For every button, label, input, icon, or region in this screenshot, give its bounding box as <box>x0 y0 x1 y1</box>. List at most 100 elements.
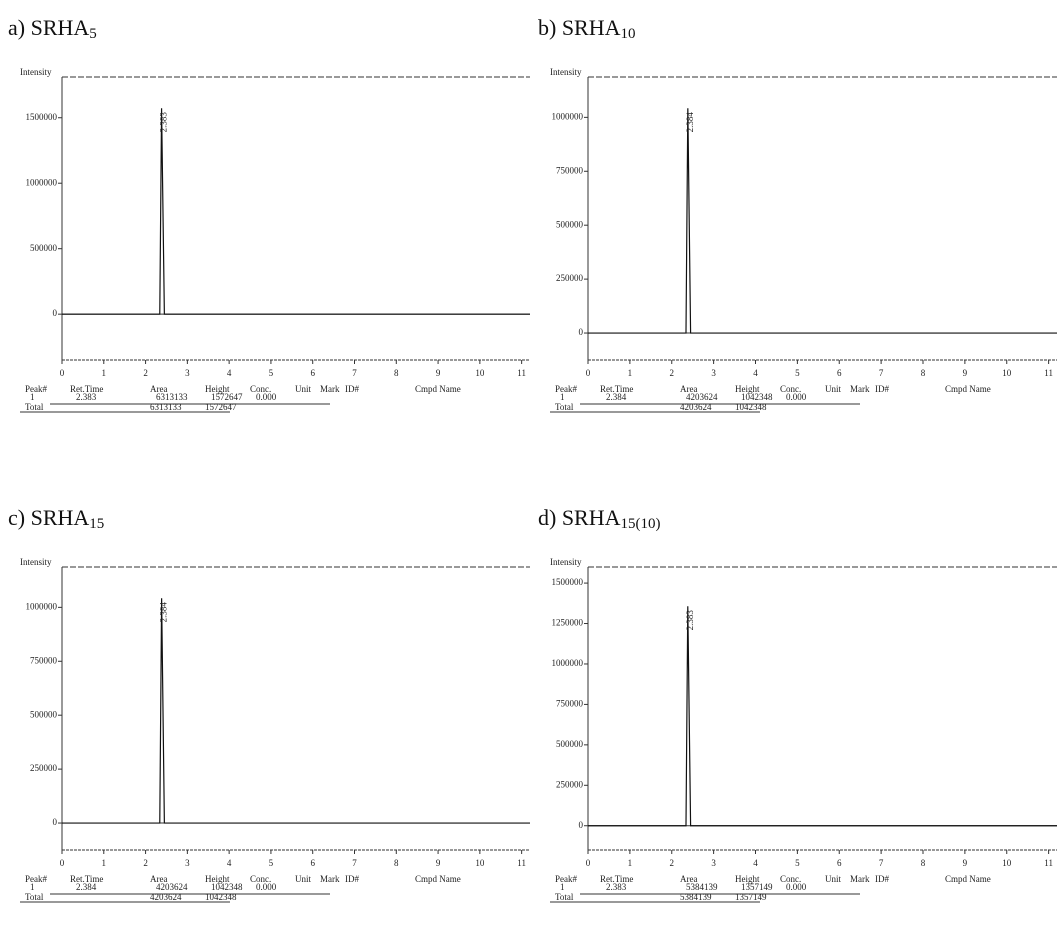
table-cell: 1042348 <box>741 392 773 402</box>
table-cell: 0.000 <box>256 392 277 402</box>
title-text: d) SRHA <box>538 505 621 530</box>
table-header: Peak# <box>555 384 577 394</box>
table-total: Total <box>555 892 574 902</box>
x-tick-label: 2 <box>670 858 675 868</box>
x-tick-label: 10 <box>475 368 485 378</box>
x-tick-label: 7 <box>879 368 884 378</box>
x-tick-label: 11 <box>1044 368 1053 378</box>
chart-title: d) SRHA15(10) <box>538 505 661 532</box>
table-total: 5384139 <box>680 892 712 902</box>
x-tick-label: 3 <box>185 858 190 868</box>
page: {"chart_data": [ {"type": "line", "title… <box>0 0 1057 932</box>
table-total: Total <box>25 402 44 412</box>
x-tick-label: 3 <box>185 368 190 378</box>
x-tick-label: 2 <box>143 858 148 868</box>
y-tick-label: 250000 <box>556 273 584 283</box>
chart-title: c) SRHA15 <box>8 505 104 532</box>
y-axis-label: Intensity <box>20 557 52 567</box>
x-tick-label: 6 <box>837 368 842 378</box>
chromatogram-trace <box>588 606 1057 826</box>
x-tick-label: 6 <box>310 858 315 868</box>
table-cell: 4203624 <box>686 392 718 402</box>
x-tick-label: 5 <box>795 858 800 868</box>
x-tick-label: 2 <box>670 368 675 378</box>
table-header: Unit <box>825 874 842 884</box>
x-tick-label: 9 <box>436 858 441 868</box>
x-tick-label: 0 <box>586 368 591 378</box>
table-cell: 4203624 <box>156 882 188 892</box>
title-subscript: 15 <box>89 516 104 532</box>
table-cell: 0.000 <box>786 392 807 402</box>
peak-label: 2.383 <box>159 112 169 133</box>
table-cell: 6313133 <box>156 392 188 402</box>
table-header: Cmpd Name <box>415 384 461 394</box>
table-header: Mark <box>320 874 340 884</box>
table-cell: 2.384 <box>606 392 627 402</box>
y-tick-label: 750000 <box>556 165 584 175</box>
x-tick-label: 9 <box>436 368 441 378</box>
y-tick-label: 1000000 <box>552 658 584 668</box>
table-cell: 1 <box>30 392 35 402</box>
table-cell: 1 <box>30 882 35 892</box>
x-tick-label: 4 <box>227 368 232 378</box>
chromatogram-trace <box>62 108 530 314</box>
table-header: Peak# <box>555 874 577 884</box>
table-cell: 1 <box>560 392 565 402</box>
x-tick-label: 9 <box>963 858 968 868</box>
title-text: a) SRHA <box>8 15 89 40</box>
x-tick-label: 8 <box>394 368 399 378</box>
x-tick-label: 5 <box>795 368 800 378</box>
x-tick-label: 6 <box>310 368 315 378</box>
table-header: ID# <box>875 874 889 884</box>
y-axis-label: Intensity <box>550 67 582 77</box>
table-header: Mark <box>850 384 870 394</box>
x-tick-label: 1 <box>628 858 633 868</box>
peak-label: 2.384 <box>685 112 695 133</box>
x-tick-label: 6 <box>837 858 842 868</box>
table-cell: 2.383 <box>76 392 97 402</box>
table-cell: 2.384 <box>76 882 97 892</box>
y-tick-label: 0 <box>579 327 584 337</box>
y-tick-label: 750000 <box>556 698 584 708</box>
x-tick-label: 2 <box>143 368 148 378</box>
y-tick-label: 500000 <box>556 219 584 229</box>
x-tick-label: 1 <box>102 368 107 378</box>
table-header: ID# <box>345 384 359 394</box>
peak-label: 2.383 <box>685 610 695 631</box>
x-tick-label: 0 <box>60 858 65 868</box>
y-tick-label: 1000000 <box>26 601 58 611</box>
x-tick-label: 10 <box>475 858 485 868</box>
y-tick-label: 1000000 <box>26 177 58 187</box>
table-header: Mark <box>320 384 340 394</box>
table-cell: 1572647 <box>211 392 243 402</box>
y-tick-label: 0 <box>53 308 58 318</box>
table-header: Peak# <box>25 384 47 394</box>
y-tick-label: 500000 <box>556 739 584 749</box>
table-total: 6313133 <box>150 402 182 412</box>
x-tick-label: 11 <box>1044 858 1053 868</box>
x-tick-label: 0 <box>60 368 65 378</box>
y-axis-label: Intensity <box>550 557 582 567</box>
table-header: ID# <box>345 874 359 884</box>
table-cell: 2.383 <box>606 882 627 892</box>
y-tick-label: 1250000 <box>552 618 584 628</box>
y-axis-label: Intensity <box>20 67 52 77</box>
x-tick-label: 1 <box>102 858 107 868</box>
x-tick-label: 5 <box>269 368 274 378</box>
table-total: 1042348 <box>205 892 237 902</box>
y-tick-label: 1500000 <box>26 112 58 122</box>
table-total: 4203624 <box>680 402 712 412</box>
table-header: Unit <box>825 384 842 394</box>
x-tick-label: 8 <box>921 858 926 868</box>
y-tick-label: 500000 <box>30 709 58 719</box>
table-header: Cmpd Name <box>945 384 991 394</box>
x-tick-label: 1 <box>628 368 633 378</box>
x-tick-label: 0 <box>586 858 591 868</box>
x-tick-label: 10 <box>1002 368 1012 378</box>
title-text: b) SRHA <box>538 15 621 40</box>
table-cell: 1042348 <box>211 882 243 892</box>
chromatogram-trace <box>62 598 530 823</box>
x-tick-label: 3 <box>711 368 716 378</box>
table-total: 1572647 <box>205 402 237 412</box>
